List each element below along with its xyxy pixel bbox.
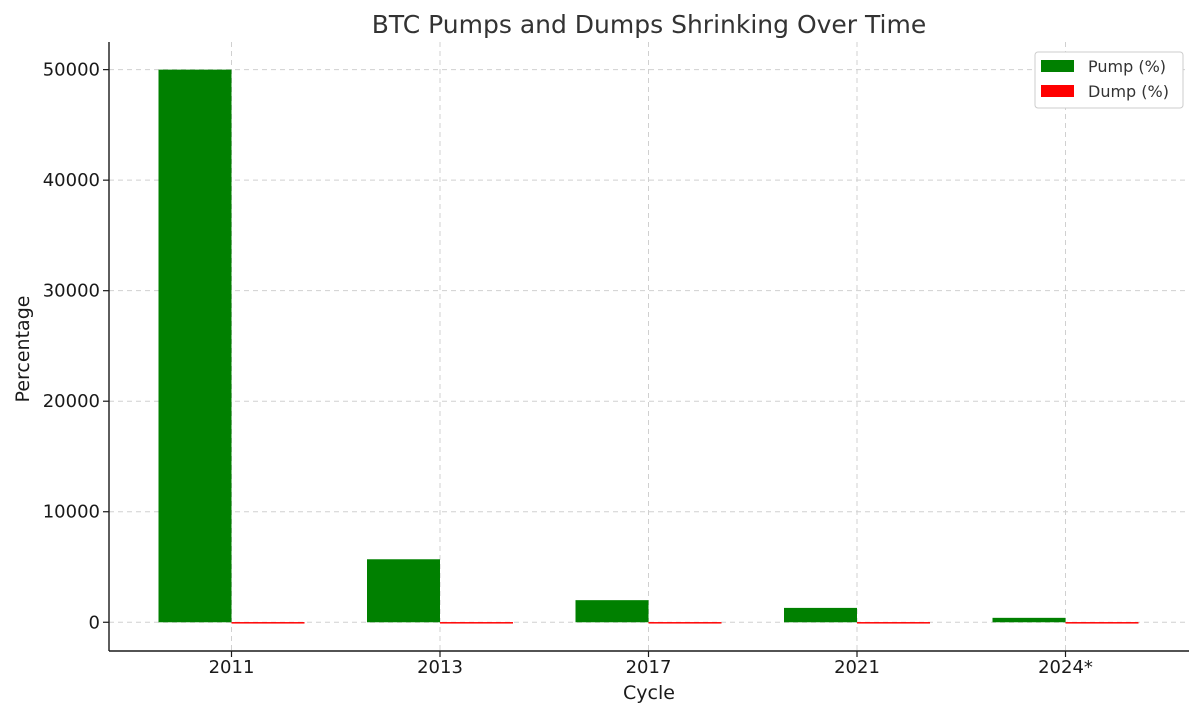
y-axis-label: Percentage: [12, 296, 34, 403]
pump-bar-2017: [575, 600, 649, 623]
dump-bar-2021: [857, 622, 930, 624]
dump-bar-2024: [1065, 622, 1139, 624]
dump-bar-2011: [231, 622, 305, 624]
legend-label-pump: Pump (%): [1088, 57, 1166, 76]
legend: Pump (%) Dump (%): [1034, 51, 1184, 109]
y-tick-label: 40000: [43, 170, 100, 191]
y-tick-label: 0: [89, 612, 100, 633]
y-tick-label: 20000: [43, 391, 100, 412]
x-tick-label: 2017: [626, 657, 672, 678]
grid-layer: [109, 42, 1189, 651]
bars-layer: [158, 69, 1139, 624]
legend-swatch-dump: [1041, 85, 1074, 97]
chart-title: BTC Pumps and Dumps Shrinking Over Time: [372, 10, 926, 39]
x-axis-label: Cycle: [623, 682, 675, 704]
x-tick-label: 2011: [209, 657, 255, 678]
x-tick-label: 2024*: [1038, 657, 1093, 678]
legend-swatch-pump: [1041, 60, 1074, 72]
pump-bar-2021: [784, 607, 857, 623]
pump-bar-2013: [367, 559, 440, 623]
dump-bar-2017: [648, 622, 722, 624]
y-tick-label: 30000: [43, 281, 100, 302]
x-tick-label: 2021: [834, 657, 880, 678]
ticks-layer: 0 10000 20000 30000 40000 50000 2011 2013 2017 20…: [43, 60, 1093, 678]
dump-bar-2013: [440, 622, 513, 624]
y-tick-label: 10000: [43, 502, 100, 523]
x-tick-label: 2013: [417, 657, 463, 678]
y-tick-label: 50000: [43, 60, 100, 81]
pump-bar-2024: [992, 617, 1066, 623]
pump-bar-2011: [158, 69, 232, 623]
legend-label-dump: Dump (%): [1088, 82, 1169, 101]
